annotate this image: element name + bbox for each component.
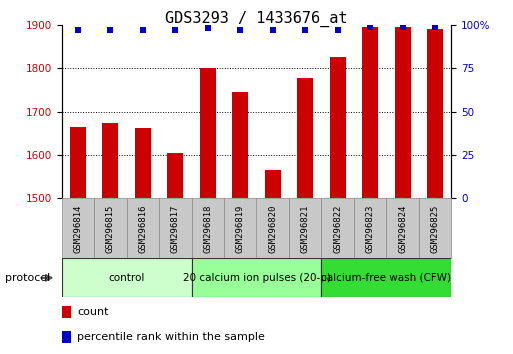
- Bar: [200, 68, 216, 198]
- Point: [399, 24, 407, 29]
- Text: GSM296814: GSM296814: [73, 204, 82, 252]
- Text: control: control: [108, 273, 145, 283]
- Bar: [419, 198, 451, 258]
- Text: calcium-free wash (CFW): calcium-free wash (CFW): [322, 273, 451, 283]
- Bar: [265, 170, 281, 198]
- Bar: [224, 198, 256, 258]
- Text: GSM296817: GSM296817: [171, 204, 180, 252]
- Point: [269, 27, 277, 33]
- Bar: [191, 258, 322, 297]
- Bar: [232, 92, 248, 198]
- Text: protocol: protocol: [5, 273, 50, 283]
- Text: GSM296816: GSM296816: [139, 204, 147, 252]
- Bar: [297, 78, 313, 198]
- Bar: [62, 306, 71, 318]
- Point: [204, 25, 212, 31]
- Bar: [127, 198, 159, 258]
- Bar: [354, 198, 386, 258]
- Point: [366, 24, 374, 29]
- Text: GSM296822: GSM296822: [333, 204, 342, 252]
- Text: GSM296815: GSM296815: [106, 204, 115, 252]
- Text: GSM296824: GSM296824: [398, 204, 407, 252]
- Text: GSM296819: GSM296819: [236, 204, 245, 252]
- Bar: [427, 29, 443, 198]
- Bar: [94, 198, 127, 258]
- Bar: [159, 198, 191, 258]
- Bar: [62, 198, 94, 258]
- Bar: [394, 27, 411, 198]
- Bar: [289, 198, 322, 258]
- Point: [171, 27, 180, 33]
- Point: [139, 27, 147, 33]
- Text: percentile rank within the sample: percentile rank within the sample: [77, 332, 265, 342]
- Bar: [102, 123, 119, 198]
- Bar: [70, 127, 86, 198]
- Point: [74, 27, 82, 33]
- Text: GSM296818: GSM296818: [203, 204, 212, 252]
- Bar: [167, 153, 183, 198]
- Bar: [191, 198, 224, 258]
- Bar: [322, 258, 451, 297]
- Point: [431, 24, 439, 29]
- Bar: [322, 198, 354, 258]
- Bar: [134, 128, 151, 198]
- Text: GSM296823: GSM296823: [366, 204, 374, 252]
- Point: [333, 27, 342, 33]
- Text: GDS3293 / 1433676_at: GDS3293 / 1433676_at: [165, 11, 348, 27]
- Bar: [62, 331, 71, 343]
- Text: count: count: [77, 307, 109, 317]
- Point: [106, 27, 114, 33]
- Point: [301, 27, 309, 33]
- Text: GSM296825: GSM296825: [431, 204, 440, 252]
- Point: [236, 27, 244, 33]
- Bar: [256, 198, 289, 258]
- Text: GSM296821: GSM296821: [301, 204, 310, 252]
- Text: 20 calcium ion pulses (20-p): 20 calcium ion pulses (20-p): [183, 273, 330, 283]
- Bar: [62, 258, 191, 297]
- Text: GSM296820: GSM296820: [268, 204, 277, 252]
- Bar: [362, 27, 378, 198]
- Bar: [329, 57, 346, 198]
- Bar: [386, 198, 419, 258]
